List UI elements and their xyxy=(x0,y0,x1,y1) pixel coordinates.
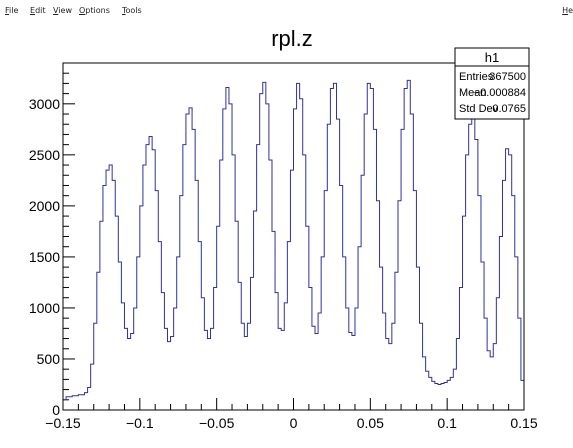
stats-mean-value: −0.000884 xyxy=(474,87,526,99)
menu-file[interactable]: File xyxy=(5,6,18,16)
y-tick-label: 3000 xyxy=(29,96,60,112)
y-tick-label: 500 xyxy=(37,351,61,367)
menu-options[interactable]: Options xyxy=(79,6,110,16)
x-tick-label: −0.1 xyxy=(126,415,154,431)
menu-label-rest: e xyxy=(568,6,573,15)
y-axis-ticks: 0 500 1000 1500 2000 2500 3000 xyxy=(29,72,75,418)
y-tick-label: 1500 xyxy=(29,249,60,265)
menu-view[interactable]: View xyxy=(53,6,72,16)
menu-label-rest: ile xyxy=(9,6,19,15)
x-tick-label: −0.15 xyxy=(45,415,81,431)
y-tick-label: 2500 xyxy=(29,147,60,163)
stats-box[interactable]: h1 Entries 367500 Mean −0.000884 Std Dev… xyxy=(454,47,530,120)
histogram-line xyxy=(63,79,524,401)
stats-entries-label: Entries xyxy=(459,71,494,83)
stats-entries-value: 367500 xyxy=(489,71,526,83)
x-tick-label: 0.05 xyxy=(357,415,384,431)
stats-box-frame xyxy=(454,47,530,120)
plot-frame xyxy=(62,62,525,411)
menu-accel: F xyxy=(5,6,10,15)
y-tick-label: 0 xyxy=(52,402,60,418)
chart-title: rpl.z xyxy=(271,26,313,51)
x-tick-label: 0.1 xyxy=(437,415,457,431)
x-axis-ticks: −0.15 −0.1 −0.05 0 0.05 0.1 0.15 xyxy=(45,398,538,431)
menu-accel: T xyxy=(122,6,126,15)
menu-accel: V xyxy=(53,6,59,15)
x-tick-label: 0.15 xyxy=(510,415,537,431)
stats-mean-label: Mean xyxy=(459,87,487,99)
menu-accel: O xyxy=(79,6,86,15)
menu-edit[interactable]: Edit xyxy=(30,6,46,16)
y-tick-label: 1000 xyxy=(29,300,60,316)
stats-box-name: h1 xyxy=(485,50,499,65)
menu-tools[interactable]: Tools xyxy=(122,6,142,16)
menu-label-rest: ools xyxy=(125,6,142,15)
menu-bar: File Edit View Options Tools He xyxy=(0,0,573,20)
menu-label-rest: dit xyxy=(35,6,46,15)
stats-stddev-label: Std Dev xyxy=(459,103,499,115)
menu-accel: E xyxy=(30,6,36,15)
x-tick-label: −0.05 xyxy=(199,415,235,431)
x-tick-label: 0 xyxy=(290,415,298,431)
menu-help[interactable]: He xyxy=(562,6,573,16)
menu-label-rest: iew xyxy=(58,6,72,15)
stats-stddev-value: 0.0765 xyxy=(492,103,526,115)
menu-accel: H xyxy=(562,6,569,15)
menu-label-rest: ptions xyxy=(85,6,110,15)
y-tick-label: 2000 xyxy=(29,198,60,214)
